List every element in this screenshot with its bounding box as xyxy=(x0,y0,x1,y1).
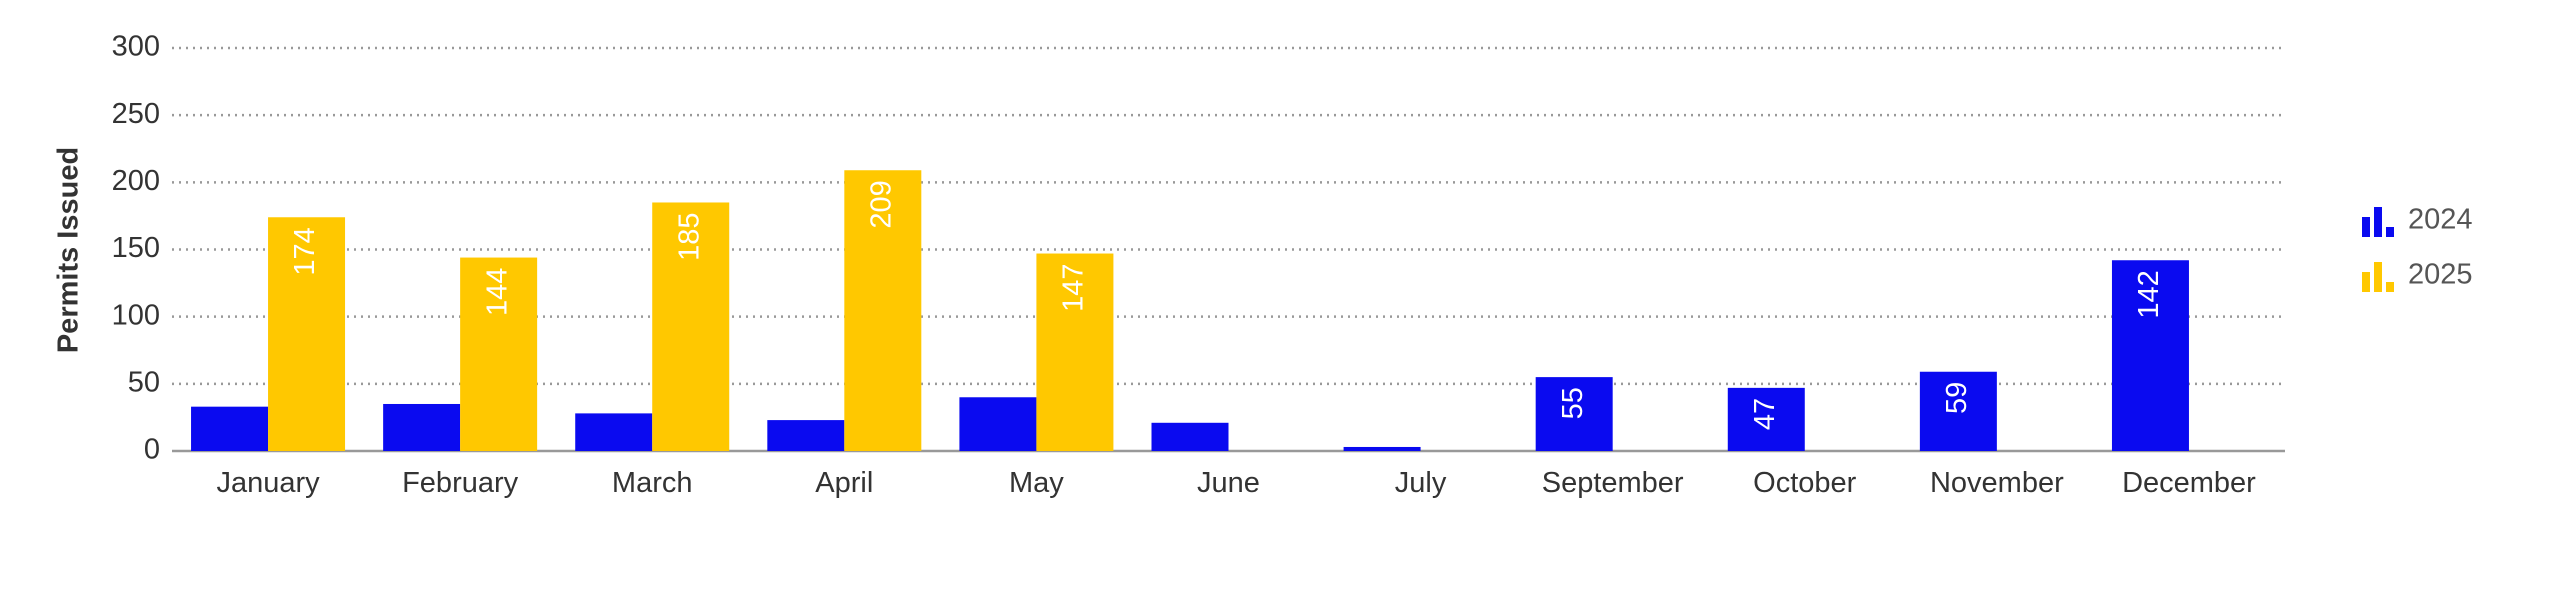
legend-label: 2024 xyxy=(2408,204,2473,236)
value-label: 55 xyxy=(1557,387,1589,419)
x-tick-label: November xyxy=(1929,467,2064,499)
value-label: 185 xyxy=(673,212,705,260)
bar xyxy=(1727,387,1805,451)
y-tick-label: 250 xyxy=(112,98,160,130)
legend-icon xyxy=(2362,217,2370,237)
x-tick-label: April xyxy=(815,467,874,499)
x-tick-label: January xyxy=(216,467,320,499)
bar xyxy=(191,406,269,451)
value-label: 174 xyxy=(289,227,321,275)
legend-icon xyxy=(2386,282,2394,292)
legend-icon xyxy=(2374,207,2382,237)
bar xyxy=(2111,260,2189,451)
legend-icon xyxy=(2362,272,2370,292)
bar xyxy=(383,403,461,451)
value-label: 142 xyxy=(2133,270,2165,318)
y-tick-label: 100 xyxy=(112,299,160,331)
bar xyxy=(1919,371,1997,451)
bar xyxy=(1036,253,1114,451)
y-tick-label: 50 xyxy=(128,366,160,398)
x-tick-label: March xyxy=(611,467,693,499)
x-tick-label: September xyxy=(1541,467,1684,499)
bar xyxy=(268,217,346,451)
y-axis-title: Permits Issued xyxy=(53,147,85,353)
value-label: 144 xyxy=(481,268,513,316)
legend-label: 2025 xyxy=(2408,259,2473,291)
legend-icon xyxy=(2374,262,2382,292)
value-label: 209 xyxy=(865,180,897,228)
bar xyxy=(767,420,845,451)
bar xyxy=(1535,377,1613,451)
x-tick-label: July xyxy=(1394,467,1447,499)
x-tick-label: June xyxy=(1197,467,1260,499)
legend-icon xyxy=(2386,227,2394,237)
x-tick-label: May xyxy=(1009,467,1064,499)
bar xyxy=(959,397,1037,451)
y-tick-label: 300 xyxy=(112,31,160,63)
x-tick-label: February xyxy=(402,467,519,499)
value-label: 47 xyxy=(1749,398,1781,430)
bar xyxy=(844,170,922,451)
x-tick-label: December xyxy=(2122,467,2256,499)
value-label: 59 xyxy=(1941,382,1973,414)
bar xyxy=(652,202,730,451)
x-tick-label: October xyxy=(1753,467,1857,499)
bar xyxy=(1151,422,1229,451)
y-tick-label: 150 xyxy=(112,232,160,264)
y-tick-label: 200 xyxy=(112,165,160,197)
y-tick-label: 0 xyxy=(144,434,160,466)
bar xyxy=(1343,446,1421,451)
value-label: 147 xyxy=(1058,264,1090,312)
bar xyxy=(575,413,653,451)
bar xyxy=(460,257,538,451)
